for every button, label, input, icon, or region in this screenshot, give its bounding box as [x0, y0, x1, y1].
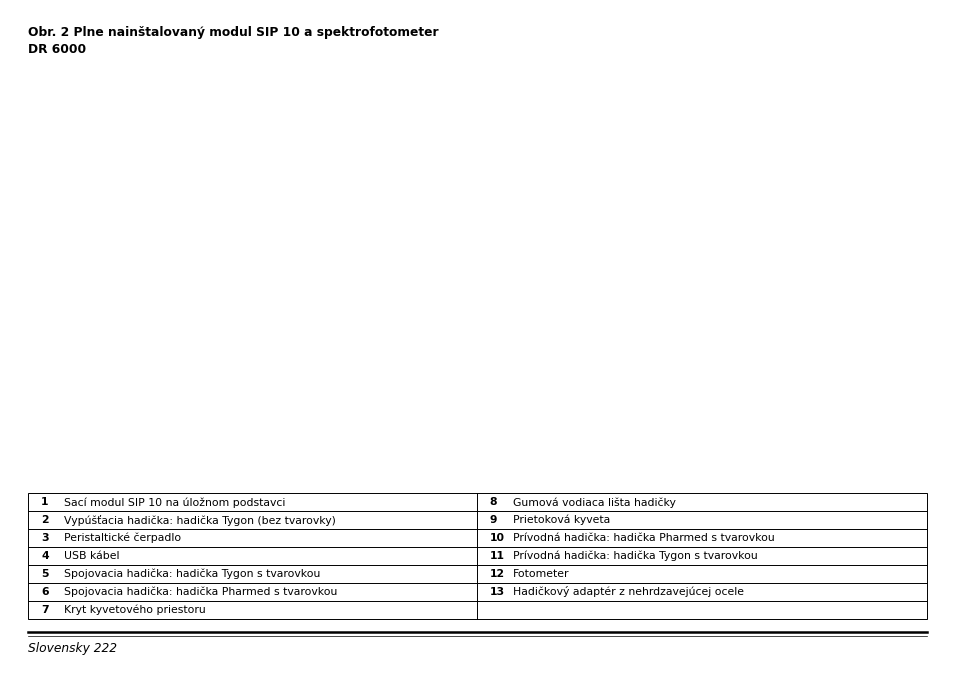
Text: 13: 13 — [489, 587, 504, 597]
Text: 5: 5 — [41, 569, 49, 579]
Text: 2: 2 — [41, 515, 49, 525]
Text: 11: 11 — [489, 551, 504, 561]
Text: USB kábel: USB kábel — [64, 551, 119, 561]
Text: 4: 4 — [41, 551, 49, 561]
Text: 10: 10 — [489, 533, 504, 543]
Text: 6: 6 — [41, 587, 49, 597]
Bar — [28, 493, 926, 619]
Text: 8: 8 — [489, 497, 497, 508]
Text: Spojovacia hadička: hadička Pharmed s tvarovkou: Spojovacia hadička: hadička Pharmed s tv… — [64, 586, 337, 597]
Text: 9: 9 — [489, 515, 497, 525]
Text: Peristaltické čerpadlo: Peristaltické čerpadlo — [64, 533, 181, 543]
Text: Obr. 2 Plne nainštalovaný modul SIP 10 a spektrofotometer
DR 6000: Obr. 2 Plne nainštalovaný modul SIP 10 a… — [28, 26, 437, 56]
Text: 7: 7 — [41, 605, 49, 615]
Text: Sací modul SIP 10 na úložnom podstavci: Sací modul SIP 10 na úložnom podstavci — [64, 497, 285, 508]
Text: Prietoková kyveta: Prietoková kyveta — [513, 515, 610, 526]
Text: Hadičkový adaptér z nehrdzavejúcej ocele: Hadičkový adaptér z nehrdzavejúcej ocele — [513, 586, 743, 597]
Text: Kryt kyvetového priestoru: Kryt kyvetového priestoru — [64, 605, 206, 615]
Text: Prívodná hadička: hadička Tygon s tvarovkou: Prívodná hadička: hadička Tygon s tvarov… — [513, 551, 758, 561]
Text: 1: 1 — [41, 497, 49, 508]
Text: Spojovacia hadička: hadička Tygon s tvarovkou: Spojovacia hadička: hadička Tygon s tvar… — [64, 569, 320, 579]
Text: 12: 12 — [489, 569, 504, 579]
Text: Vypúšťacia hadička: hadička Tygon (bez tvarovky): Vypúšťacia hadička: hadička Tygon (bez t… — [64, 515, 335, 526]
Text: Fotometer: Fotometer — [513, 569, 569, 579]
Text: Gumová vodiaca lišta hadičky: Gumová vodiaca lišta hadičky — [513, 497, 676, 508]
Text: Slovensky 222: Slovensky 222 — [28, 642, 116, 655]
Text: 3: 3 — [41, 533, 49, 543]
Text: Prívodná hadička: hadička Pharmed s tvarovkou: Prívodná hadička: hadička Pharmed s tvar… — [513, 533, 774, 543]
